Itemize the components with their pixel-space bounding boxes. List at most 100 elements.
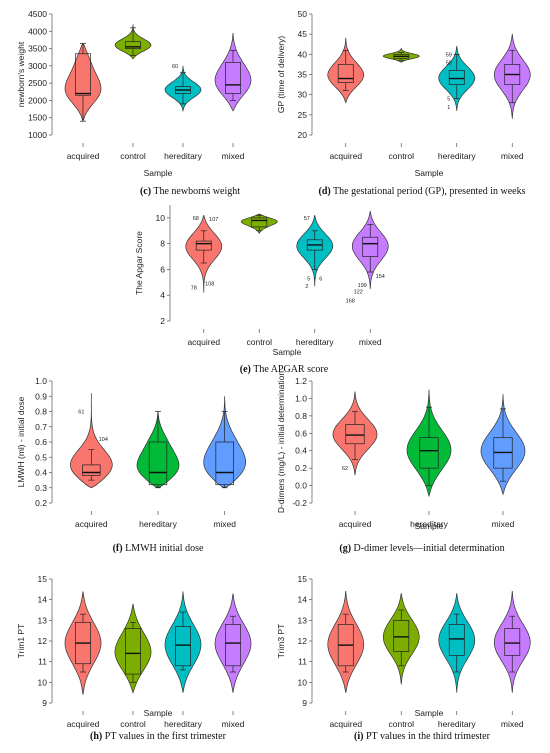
violin-control (382, 47, 420, 63)
y-tick-label: 0.4 (295, 446, 307, 456)
x-category-label: acquired (187, 337, 220, 347)
x-category-label: mixed (222, 151, 245, 161)
panel-h: 9 10 11 12 13 14 15 Trim1 PT acquired control here… (16, 574, 252, 742)
violin-mixed (214, 32, 252, 112)
x-category-label: mixed (222, 719, 245, 729)
y-tick-label: 0.2 (295, 463, 307, 473)
caption-text: PT values in the first trimester (102, 731, 226, 742)
x-category-label: control (246, 337, 272, 347)
y-tick-label: 20 (298, 130, 308, 140)
box-hereditary (448, 624, 465, 656)
y-tick-label: 6 (160, 264, 165, 274)
x-category-label: acquired (67, 151, 100, 161)
y-axis-label: Trim3 PT (276, 624, 286, 659)
caption-text: The newbornś weight (151, 186, 240, 197)
box-acquired (82, 464, 101, 476)
y-tick-label: 0.7 (35, 422, 47, 432)
outlier-label: 68 (193, 216, 199, 222)
x-category-label: mixed (213, 519, 236, 529)
violin-mixed (493, 591, 531, 693)
y-tick-label: 12 (38, 636, 48, 646)
caption-text: The gestational period (GP), presented i… (331, 186, 526, 197)
y-tick-label: 14 (38, 595, 48, 605)
x-axis-label: Sample (144, 708, 173, 718)
outlier-label: 1 (447, 105, 450, 111)
y-tick-label: 0.3 (35, 483, 47, 493)
caption-text: D-dimer levels—initial determination (351, 543, 505, 554)
y-tick-label: 1500 (28, 113, 47, 123)
x-category-label: hereditary (410, 519, 449, 529)
y-tick-label: 25 (298, 110, 308, 120)
y-tick-label: 50 (298, 9, 308, 19)
panel-caption: (c) The newbornś weight (140, 186, 240, 197)
y-tick-label: -0.2 (292, 498, 307, 508)
x-category-label: mixed (359, 337, 382, 347)
y-tick-label: 12 (298, 636, 308, 646)
x-axis-label: Sample (415, 521, 444, 531)
box-mixed (225, 62, 241, 94)
box-mixed (215, 441, 234, 486)
panel-d: 20 25 30 35 40 45 50 GP (time of delivery) acqui… (276, 9, 531, 197)
x-category-label: acquired (67, 719, 100, 729)
x-category-label: acquired (75, 519, 108, 529)
y-tick-label: 13 (38, 615, 48, 625)
outlier-label: 61 (78, 410, 84, 416)
box-mixed (362, 236, 379, 257)
y-tick-label: 4500 (28, 9, 47, 19)
outlier-label: 199 (358, 283, 367, 289)
outlier-label: 57 (304, 216, 310, 222)
outlier-label: 5 (307, 276, 310, 282)
box-acquired (345, 424, 365, 445)
x-category-label: hereditary (296, 337, 335, 347)
violin-hereditary (164, 591, 202, 693)
panel-caption: (h) PT values in the first trimester (90, 731, 227, 742)
y-tick-label: 10 (298, 677, 308, 687)
panel-c: 1000 1500 2000 2500 3000 3500 4000 4500 newborn'… (16, 9, 252, 197)
y-tick-label: 2 (160, 316, 165, 326)
caption-letter: (c) (140, 186, 151, 197)
outlier-label: 2 (305, 284, 308, 290)
y-tick-label: 1.2 (295, 376, 307, 386)
y-tick-label: 10 (38, 677, 48, 687)
box-acquired (75, 53, 91, 96)
outlier-label: 59 (446, 52, 452, 58)
outlier-label: 60 (172, 64, 178, 70)
panel-caption: (e) The APGAR score (240, 364, 329, 375)
box-control (125, 41, 141, 49)
box-hereditary (448, 70, 465, 85)
x-category-label: hereditary (164, 151, 203, 161)
outlier-label: 107 (209, 217, 218, 223)
y-tick-label: 11 (38, 657, 47, 667)
violin-acquired (327, 37, 365, 104)
y-tick-label: 10 (156, 213, 166, 223)
y-tick-label: 0.4 (35, 468, 47, 478)
x-axis-label: Sample (415, 708, 444, 718)
violin-acquired (332, 391, 378, 476)
x-axis-label: Sample (415, 168, 444, 178)
outlier-label: 58 (446, 60, 452, 66)
x-category-label: control (388, 151, 414, 161)
y-tick-label: 1.0 (295, 393, 307, 403)
y-tick-label: 0.5 (35, 452, 47, 462)
caption-letter: (e) (240, 364, 251, 375)
y-tick-label: 4 (160, 290, 165, 300)
y-tick-label: 1000 (28, 130, 47, 140)
box-control (393, 619, 410, 652)
x-category-label: acquired (329, 151, 362, 161)
box-acquired (195, 240, 212, 251)
y-tick-label: 1.0 (35, 376, 47, 386)
outlier-label: 5 (447, 97, 450, 103)
box-control (251, 217, 268, 228)
y-tick-label: 0.8 (295, 411, 307, 421)
caption-letter: (f) (113, 543, 123, 554)
y-tick-label: 15 (38, 574, 48, 584)
box-mixed (225, 624, 241, 667)
y-tick-label: 8 (160, 239, 165, 249)
panel-caption: (g) D-dimer levels—initial determination (339, 543, 504, 554)
x-category-label: control (120, 719, 146, 729)
y-tick-label: 35 (298, 70, 308, 80)
x-category-label: acquired (329, 719, 362, 729)
panel-caption: (f) LMWH initial dose (113, 543, 204, 554)
y-axis-label: D-dimers (mg/L) - initial determination (276, 371, 286, 513)
